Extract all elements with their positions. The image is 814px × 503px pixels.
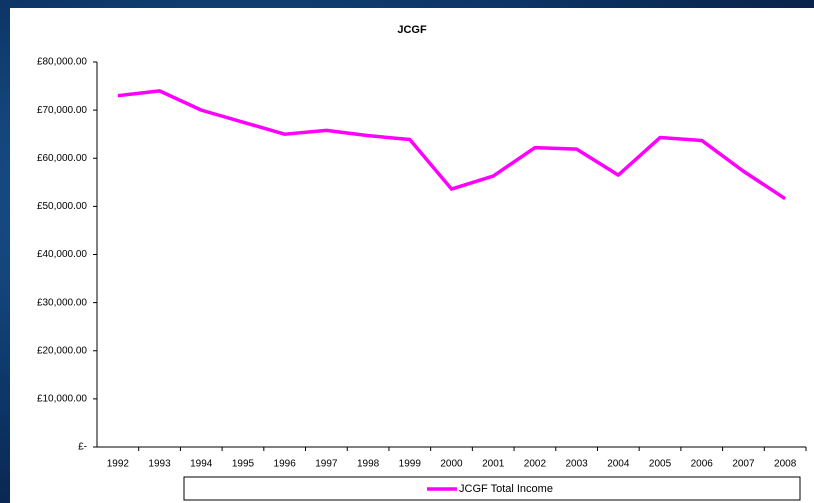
x-tick-label: 1999 xyxy=(399,459,422,470)
x-tick-label: 1995 xyxy=(232,459,255,470)
y-tick-label: £40,000.00 xyxy=(37,249,87,260)
data-line xyxy=(117,89,787,201)
y-tick-label: £80,000.00 xyxy=(37,57,87,68)
x-tick-label: 2001 xyxy=(482,459,505,470)
x-tick-label: 2000 xyxy=(440,459,463,470)
y-tick-label: £30,000.00 xyxy=(37,297,87,308)
y-tick-label: £60,000.00 xyxy=(37,153,87,164)
y-tick-label: £50,000.00 xyxy=(37,201,87,212)
legend-box xyxy=(183,476,801,501)
x-tick-label: 2003 xyxy=(565,459,588,470)
x-tick-label: 2004 xyxy=(607,459,630,470)
x-tick-label: 1996 xyxy=(274,459,297,470)
chart-panel xyxy=(10,8,814,503)
y-tick-label: £20,000.00 xyxy=(37,345,87,356)
x-tick-label: 1994 xyxy=(190,459,213,470)
x-tick-label: 2005 xyxy=(649,459,672,470)
x-tick-label: 2007 xyxy=(732,459,755,470)
legend-label: JCGF Total Income xyxy=(459,483,553,495)
x-tick-label: 2002 xyxy=(524,459,547,470)
x-tick-label: 1997 xyxy=(315,459,338,470)
x-tick-label: 1998 xyxy=(357,459,380,470)
y-tick-label: £70,000.00 xyxy=(37,105,87,116)
x-tick-label: 2006 xyxy=(691,459,714,470)
chart-title: JCGF xyxy=(397,24,427,36)
x-tick-label: 1992 xyxy=(107,459,130,470)
x-tick-label: 2008 xyxy=(774,459,797,470)
x-tick-label: 1993 xyxy=(148,459,171,470)
y-tick-label: £- xyxy=(78,442,87,453)
y-tick-label: £10,000.00 xyxy=(37,394,87,405)
